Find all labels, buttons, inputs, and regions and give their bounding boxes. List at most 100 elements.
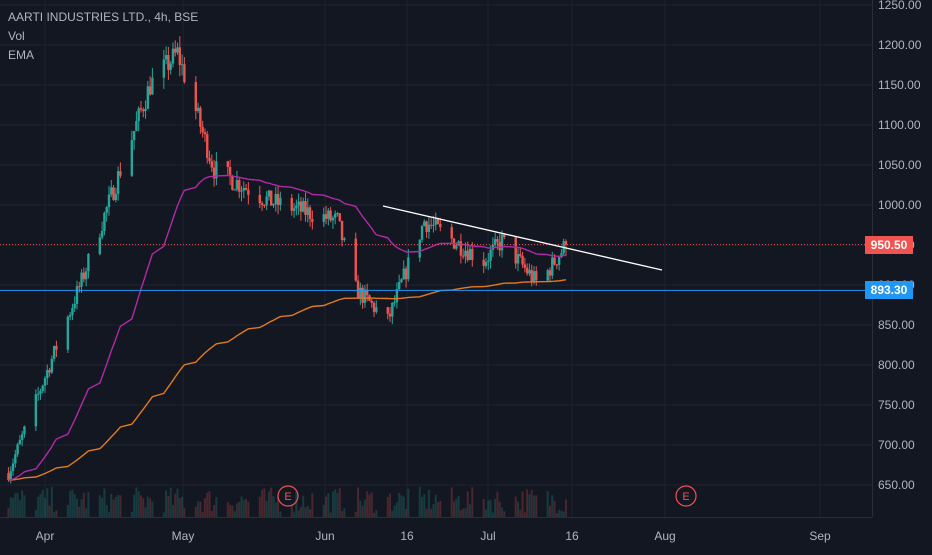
earnings-marker-circle [277, 485, 299, 507]
volume-bar [519, 509, 522, 517]
volume-bar [354, 511, 357, 517]
candle-body [238, 180, 241, 192]
candle-body [439, 224, 442, 228]
candle-body [322, 214, 325, 222]
volume-bar [439, 500, 442, 517]
volume-bar [151, 501, 154, 517]
candle-body [333, 213, 337, 218]
ema-lines [8, 174, 567, 481]
volume-bar [133, 494, 136, 517]
volume-bar [55, 510, 58, 517]
candle-body [23, 426, 26, 435]
earnings-marker-label: E [682, 491, 689, 503]
candle-body [9, 471, 12, 481]
candle-body [450, 227, 453, 239]
volume-bar [489, 499, 492, 517]
x-tick-label: 16 [400, 529, 414, 543]
volume-bar [78, 506, 81, 517]
volume-bar [44, 497, 46, 517]
volume-bar [117, 495, 120, 517]
candle-body [7, 473, 10, 481]
volume-bar [487, 500, 490, 517]
volume-bar [421, 496, 424, 517]
x-tick-label: May [172, 529, 195, 543]
chart-legend: AARTI INDUSTRIES LTD., 4h, BSE Vol EMA [8, 8, 198, 65]
y-tick-label: 650.00 [878, 478, 915, 492]
price-axis-panel [872, 0, 932, 550]
volume-bar [329, 512, 332, 517]
symbol-title[interactable]: AARTI INDUSTRIES LTD., 4h, BSE [8, 10, 199, 24]
candle-body [201, 126, 204, 133]
candle-body [455, 245, 458, 249]
candle-body [144, 108, 147, 112]
candle-body [546, 270, 549, 281]
candle-body [418, 239, 421, 258]
candle-body [459, 241, 463, 256]
candle-body [240, 190, 243, 192]
candle-body [43, 378, 47, 386]
candle-body [206, 134, 209, 158]
volume-bar [9, 497, 12, 517]
candle-body [164, 55, 168, 60]
volume-bar [516, 501, 519, 517]
volume-bar [311, 493, 314, 517]
candle-body [329, 210, 332, 221]
volume-bar [21, 490, 24, 517]
candle-body [525, 267, 529, 274]
ema-indicator-label[interactable]: EMA [8, 48, 35, 62]
candle-body [247, 189, 250, 195]
candle-body [112, 187, 115, 201]
candle-body [169, 63, 172, 70]
volume-bar [304, 507, 307, 517]
volume-bar [398, 492, 401, 517]
volume-bar [553, 500, 556, 517]
candle-body [137, 108, 140, 122]
volume-bar [503, 511, 506, 517]
volume-bar [370, 492, 373, 517]
candle-body [146, 86, 150, 109]
volume-bar [139, 495, 142, 517]
volume-bar [12, 497, 15, 517]
candle-body [148, 86, 152, 95]
candle-body [48, 370, 51, 373]
volume-bar [71, 489, 74, 517]
candle-body [393, 302, 396, 304]
volume-bar [462, 508, 465, 517]
earnings-marker[interactable]: E [277, 485, 299, 507]
candle-body [260, 203, 264, 206]
x-tick-label: 16 [565, 529, 579, 543]
volume-bar [437, 502, 440, 517]
volume-bar [331, 491, 334, 517]
volume-bar [23, 495, 26, 517]
volume-bar [41, 489, 44, 517]
volume-indicator-label[interactable]: Vol [8, 29, 25, 43]
candle-body [391, 302, 394, 317]
candle-body [466, 250, 469, 260]
volume-bar [16, 492, 19, 517]
volume-bar [368, 494, 371, 517]
candle-body [107, 194, 111, 208]
volume-bar [162, 512, 165, 517]
y-tick-label: 1100.00 [878, 118, 921, 132]
candle-body [98, 237, 102, 254]
earnings-marker[interactable]: E [675, 485, 697, 507]
volume-bar [53, 512, 56, 517]
volume-bar [341, 511, 344, 517]
candle-body [105, 207, 108, 213]
x-tick-label: Aug [654, 529, 675, 543]
volume-bar [299, 506, 302, 517]
candle-body [372, 302, 376, 312]
candle-body [302, 201, 305, 212]
volume-bar [546, 491, 549, 517]
earnings-marker-circle [675, 485, 697, 507]
volume-bar [407, 488, 410, 517]
y-tick-label: 800.00 [878, 358, 915, 372]
volume-bar [112, 499, 115, 517]
candle-body [167, 55, 170, 70]
candle-body [139, 108, 143, 110]
volume-bar [450, 487, 453, 517]
candle-body [407, 257, 410, 280]
